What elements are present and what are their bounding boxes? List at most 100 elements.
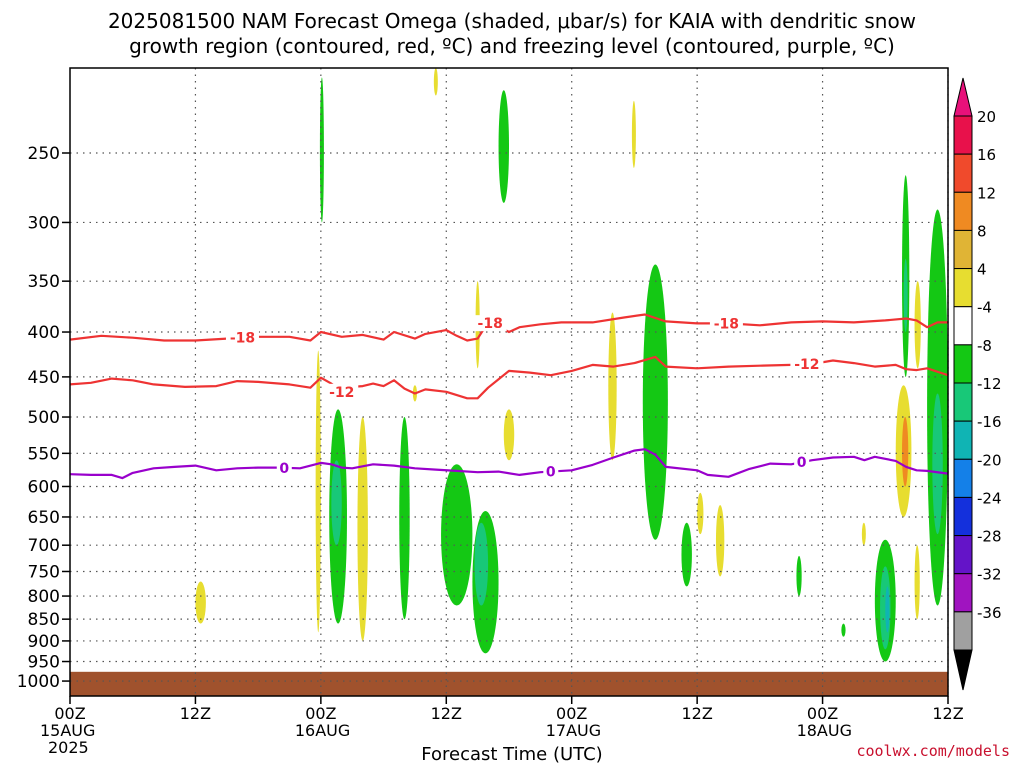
y-tick-label-650: 650	[28, 508, 60, 528]
colorbar-bottom-arrow	[953, 649, 973, 691]
omega-region-21	[796, 555, 802, 597]
x-tick-date-0: 15AUG	[40, 721, 95, 740]
x-tick-label-7: 12Z	[932, 704, 963, 723]
y-tick-label-900: 900	[28, 632, 60, 652]
omega-region-17	[642, 264, 668, 540]
y-tick-label-250: 250	[28, 144, 60, 164]
colorbar-swatch-7	[953, 382, 973, 422]
colorbar-swatch-5	[953, 306, 973, 346]
contour-label-2-2: 0	[797, 455, 807, 471]
y-tick-label-450: 450	[28, 368, 60, 388]
omega-region-19	[697, 492, 704, 535]
chart-title-line-2: growth region (contoured, red, ºC) and f…	[129, 34, 895, 58]
y-tick-label-950: 950	[28, 653, 60, 673]
y-tick-label-400: 400	[28, 323, 60, 343]
ground-layer	[70, 671, 948, 696]
plot-frame	[69, 67, 949, 697]
omega-region-5	[315, 350, 321, 633]
colorbar-label-4: 4	[977, 261, 987, 279]
contour--18-line	[69, 313, 948, 342]
colorbar: 20 16 12 8 4 -4 -8 -12 -16 -20 -24 -28 -32 -36	[953, 77, 1002, 691]
x-tick-year-0: 2025	[48, 738, 89, 757]
contour-label-bg-1-1	[790, 356, 824, 373]
omega-region-4	[195, 581, 206, 624]
omega-region-1	[498, 90, 509, 203]
omega-region-15	[503, 409, 515, 461]
x-tick-date-6: 18AUG	[797, 721, 852, 740]
omega-region-28	[902, 417, 909, 487]
colorbar-swatch-8	[953, 420, 973, 460]
omega-region-22	[841, 623, 846, 637]
colorbar-swatch-9	[953, 458, 973, 498]
x-tick-label-4: 00Z	[556, 704, 587, 723]
contour-label-0-0: -18	[230, 331, 255, 347]
colorbar-label-5: -4	[977, 299, 992, 317]
omega-region-7	[331, 460, 342, 546]
colorbar-swatch-0	[953, 115, 973, 155]
contour-label-1-0: -12	[329, 385, 354, 401]
contour-label-0-1: -18	[478, 316, 503, 332]
ground-fill	[70, 671, 948, 696]
x-tick-label-3: 12Z	[431, 704, 462, 723]
omega-region-33	[932, 393, 943, 535]
contour-0-line	[69, 448, 949, 480]
y-tick-label-550: 550	[28, 444, 60, 464]
colorbar-label-6: -8	[977, 337, 992, 355]
colorbar-swatch-13	[953, 611, 973, 651]
y-tick-label-350: 350	[28, 272, 60, 292]
omega-region-0	[319, 77, 324, 223]
colorbar-swatch-11	[953, 535, 973, 575]
contour-label-bg-2-2	[794, 454, 810, 471]
colorbar-swatch-12	[953, 573, 973, 613]
contour-label-bg-2-0	[276, 459, 292, 476]
omega-region-23	[861, 522, 866, 546]
omega-region-8	[357, 417, 368, 641]
y-tick-label-850: 850	[28, 610, 60, 630]
omega-region-34	[914, 545, 920, 620]
colorbar-label-13: -36	[977, 604, 1002, 622]
colorbar-label-12: -32	[977, 566, 1002, 584]
contour-label-bg-0-0	[225, 329, 259, 346]
omega-region-9	[399, 417, 410, 620]
y-tick-label-800: 800	[28, 587, 60, 607]
colorbar-swatch-4	[953, 268, 973, 308]
omega-shading-layer	[195, 68, 948, 662]
chart-title-line-1: 2025081500 NAM Forecast Omega (shaded, μ…	[107, 9, 917, 33]
y-tick-label-300: 300	[28, 213, 60, 233]
contour-label-bg-0-1	[473, 315, 507, 332]
y-tick-label-500: 500	[28, 408, 60, 428]
omega-region-16	[608, 312, 617, 461]
omega-region-18	[681, 522, 692, 587]
colorbar-label-10: -24	[977, 489, 1002, 507]
colorbar-swatch-6	[953, 344, 973, 384]
credit-text: coolwx.com/models	[856, 742, 1010, 760]
omega-region-3	[631, 100, 636, 168]
colorbar-label-9: -20	[977, 451, 1002, 469]
y-tick-label-750: 750	[28, 562, 60, 582]
plot-border	[69, 67, 949, 697]
colorbar-label-3: 8	[977, 222, 987, 240]
x-tick-label-1: 12Z	[180, 704, 211, 723]
colorbar-swatch-2	[953, 191, 973, 231]
contour-label-1-1: -12	[794, 357, 819, 373]
x-tick-date-2: 16AUG	[295, 721, 350, 740]
contour-label-2-1: 0	[546, 465, 556, 481]
x-tick-label-5: 12Z	[681, 704, 712, 723]
y-tick-label-1000: 1000	[17, 672, 60, 692]
colorbar-label-11: -28	[977, 528, 1002, 546]
omega-region-26	[885, 586, 890, 633]
y-axis: 2503003504004505005506006507007508008509…	[17, 144, 70, 692]
colorbar-swatch-1	[953, 153, 973, 193]
colorbar-label-1: 16	[977, 146, 996, 164]
colorbar-swatch-3	[953, 229, 973, 270]
omega-region-13	[474, 522, 489, 606]
colorbar-swatch-10	[953, 496, 973, 537]
x-tick-label-6: 00Z	[807, 704, 838, 723]
contour-label-0-2: -18	[714, 316, 739, 332]
x-tick-label-2: 00Z	[305, 704, 336, 723]
contour-label-2-0: 0	[279, 461, 289, 477]
colorbar-label-0: 20	[977, 108, 996, 126]
x-axis-title: Forecast Time (UTC)	[421, 744, 603, 765]
